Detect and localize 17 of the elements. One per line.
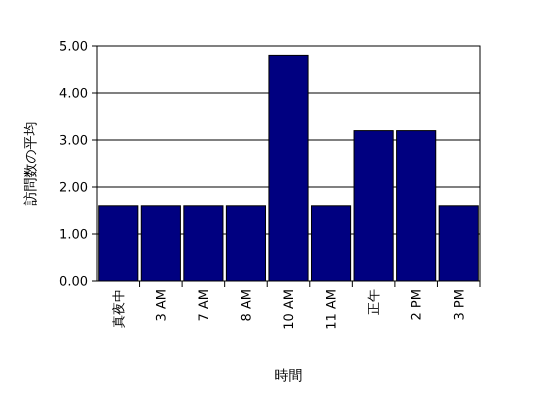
x-tick-label: 正午 — [367, 289, 382, 315]
x-tick-label: 10 AM — [282, 289, 298, 330]
x-tick-label: 真夜中 — [110, 289, 127, 328]
x-tick-label: 8 AM — [239, 289, 254, 322]
y-tick-label: 3.00 — [59, 134, 88, 149]
x-tick-label: 3 AM — [154, 289, 170, 322]
y-tick-label: 4.00 — [59, 86, 88, 102]
y-tick-label: 1.00 — [59, 228, 88, 243]
y-tick-label: 0.00 — [59, 274, 88, 290]
x-axis-title: 時間 — [274, 368, 302, 384]
x-tick-label: 2 PM — [410, 289, 425, 320]
x-tick-label: 11 AM — [324, 289, 340, 330]
y-tick-label: 5.00 — [59, 40, 88, 55]
x-tick-label: 7 AM — [196, 289, 212, 322]
y-axis-title: 訪問数の平均 — [22, 122, 39, 206]
x-tick-label: 3 PM — [452, 289, 468, 320]
y-tick-label: 2.00 — [59, 180, 88, 196]
